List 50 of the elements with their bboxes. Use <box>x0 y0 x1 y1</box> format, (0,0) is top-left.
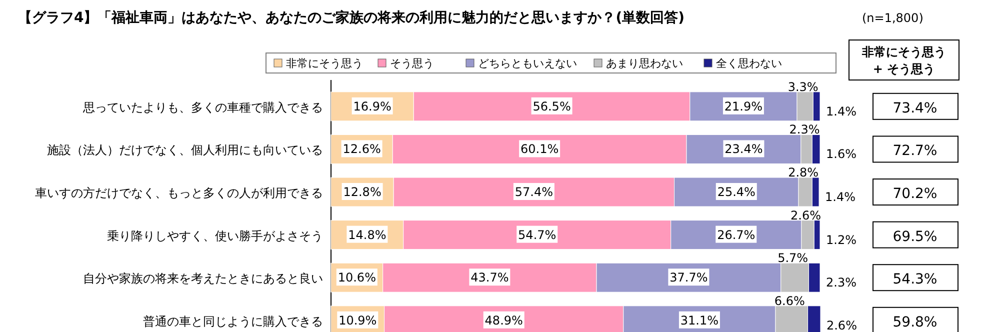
legend-label: そう思う <box>390 57 434 70</box>
y-tick-label: 普通の車と同じように購入できる <box>143 314 323 328</box>
data-label: 1.4% <box>825 190 856 204</box>
data-label: 5.7% <box>778 251 808 266</box>
data-label: 1.6% <box>826 147 856 162</box>
data-label: 1.4% <box>826 104 856 118</box>
data-label: 2.3% <box>789 122 820 137</box>
data-label: 48.9% <box>484 313 523 328</box>
legend-label: 全く思わない <box>716 57 782 70</box>
data-label: 12.8% <box>343 185 382 199</box>
data-label: 60.1% <box>520 142 559 156</box>
data-label: 10.6% <box>338 270 376 285</box>
data-label: 2.3% <box>826 276 856 290</box>
text: 73.4% <box>892 100 938 116</box>
data-label: 25.4% <box>717 185 756 199</box>
text: 非常にそう思う + そう思う <box>861 45 946 76</box>
text: 69.5% <box>892 228 938 245</box>
data-label: 16.9% <box>353 99 392 114</box>
data-label: 3.3% <box>788 80 818 94</box>
text: 59.8% <box>892 314 938 330</box>
y-tick-label: 車いすの方だけでなく、もっと多くの人が利用できる <box>35 186 323 200</box>
data-label: 31.1% <box>680 313 719 328</box>
data-label: 10.9% <box>338 313 377 328</box>
data-label: 14.8% <box>348 228 386 242</box>
data-label: 57.4% <box>514 185 553 199</box>
data-label: 23.4% <box>724 142 763 156</box>
legend-label: どちらともいえない <box>478 57 577 70</box>
data-label: 37.7% <box>670 270 708 285</box>
text: 70.2% <box>892 186 938 202</box>
data-label: 1.2% <box>826 232 856 247</box>
y-tick-label: 自分や家族の将来を考えたときにあると良い <box>83 272 323 286</box>
legend-label: あまり思わない <box>606 57 683 70</box>
y-tick-label: 乗り降りしやすく、使い勝手がよさそう <box>107 228 323 243</box>
y-tick-label: 施設（法人）だけでなく、個人利用にも向いている <box>47 143 323 158</box>
chart-title: 【グラフ4】「福祉車両」はあなたや、あなたのご家族の将来の利用に魅力的だと思いますか？(単数回答) <box>18 9 685 26</box>
data-label: 12.6% <box>342 142 381 156</box>
data-label: 2.6% <box>826 318 857 332</box>
data-label: 43.7% <box>470 270 509 285</box>
data-label: 56.5% <box>532 99 571 114</box>
data-label: 21.9% <box>724 99 763 114</box>
y-tick-label: 思っていたよりも、多くの車種で購入できる <box>82 100 323 114</box>
legend-label: 非常にそう思う <box>286 57 363 70</box>
data-label: 6.6% <box>774 294 805 308</box>
data-label: 26.7% <box>717 228 756 242</box>
data-label: 2.8% <box>788 166 819 180</box>
text: 72.7% <box>892 143 938 160</box>
data-label: 54.7% <box>518 228 556 242</box>
data-label: 2.6% <box>790 208 822 222</box>
text: (n=1,800) <box>862 11 924 25</box>
text: 54.3% <box>892 272 938 288</box>
